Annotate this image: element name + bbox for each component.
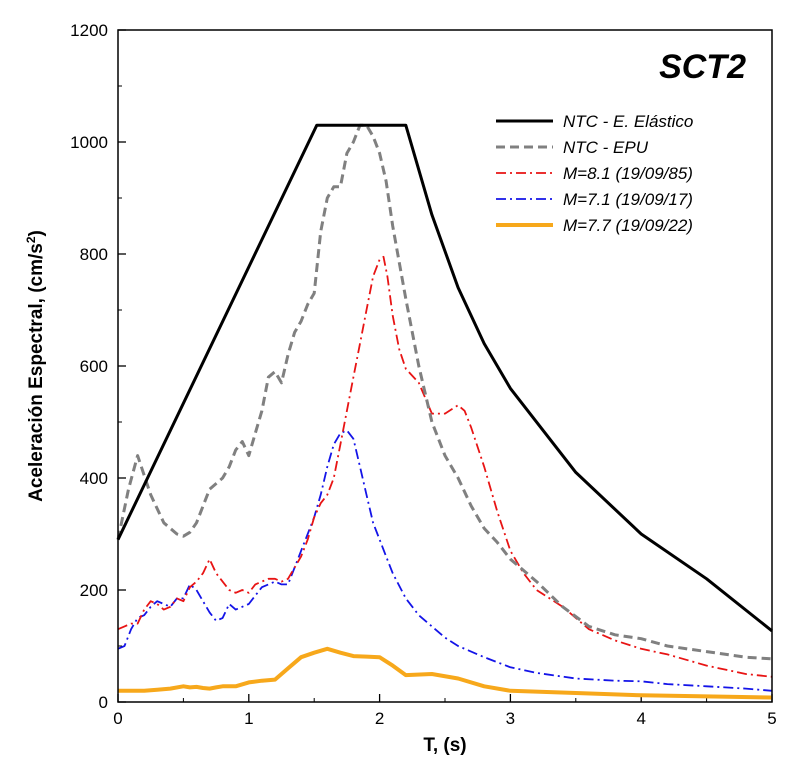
chart-title: SCT2 <box>659 48 746 86</box>
y-axis-label-close: ) <box>26 230 47 236</box>
y-tick-label: 600 <box>80 357 108 376</box>
x-tick-label: 2 <box>375 709 384 728</box>
series-line-1 <box>116 123 773 661</box>
series-lines <box>116 123 773 700</box>
legend-label-0: NTC - E. Elástico <box>563 112 693 131</box>
series-line-0 <box>116 123 773 633</box>
x-tick-label: 1 <box>244 709 253 728</box>
x-tick-label: 0 <box>113 709 122 728</box>
y-tick-label: 1000 <box>70 133 108 152</box>
y-axis-label-main: Aceleración Espectral, (cm/s <box>26 243 47 502</box>
series-line-2 <box>117 255 773 678</box>
x-tick-label: 4 <box>636 709 645 728</box>
y-axis-label-superscript: 2 <box>24 236 38 243</box>
y-tick-label: 400 <box>80 469 108 488</box>
plot-frame <box>117 29 773 703</box>
legend-label-2: M=8.1 (19/09/85) <box>563 164 693 183</box>
x-tick-label: 3 <box>506 709 515 728</box>
legend-label-4: M=7.7 (19/09/22) <box>563 216 693 235</box>
y-tick-label: 0 <box>99 693 108 712</box>
x-tick-label: 5 <box>767 709 776 728</box>
legend-label-3: M=7.1 (19/09/17) <box>563 190 693 209</box>
x-axis-label: T, (s) <box>423 735 466 756</box>
series-line-4 <box>118 646 773 700</box>
y-axis-label: Aceleración Espectral, (cm/s2) <box>24 230 47 502</box>
series-line-3 <box>117 429 773 692</box>
y-tick-label: 1200 <box>70 21 108 40</box>
legend: NTC - E. Elástico NTC - EPU M=8.1 (19/09/8… <box>496 112 693 235</box>
legend-label-1: NTC - EPU <box>563 138 649 157</box>
y-tick-label: 800 <box>80 245 108 264</box>
y-tick-label: 200 <box>80 581 108 600</box>
axis-tick-labels: 0 1 2 3 4 5 0 200 400 600 800 1000 1200 <box>70 21 777 728</box>
